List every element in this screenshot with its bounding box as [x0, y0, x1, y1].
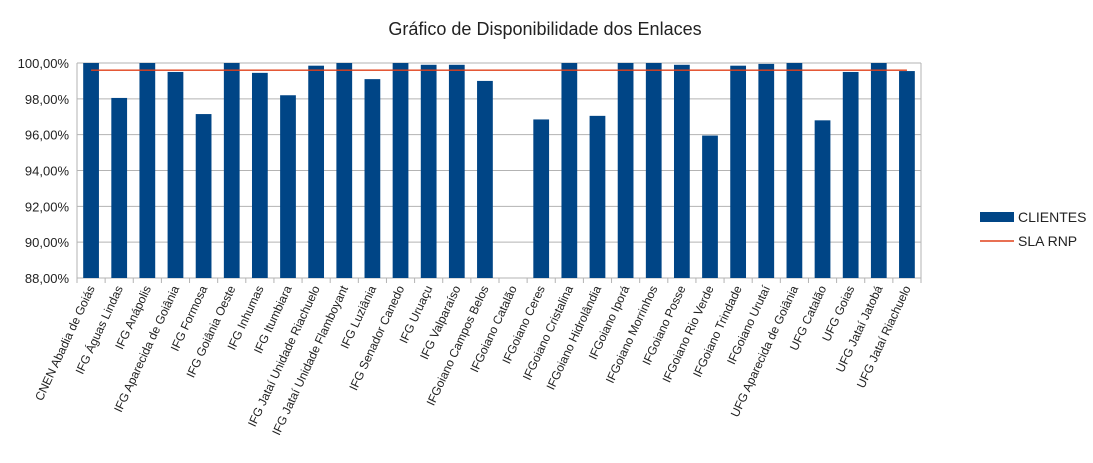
bar — [786, 63, 803, 278]
bar — [111, 97, 128, 278]
bar — [814, 120, 831, 278]
bar — [280, 95, 296, 278]
bar — [758, 63, 775, 279]
legend: CLIENTES SLA RNP — [980, 209, 1086, 249]
bars — [83, 63, 915, 279]
bar — [561, 63, 578, 278]
bar — [251, 72, 268, 279]
chart-title: Gráfico de Disponibilidade dos Enlaces — [388, 19, 701, 39]
legend-swatch-clientes — [980, 212, 1014, 222]
y-tick-label: 100,00% — [18, 56, 70, 71]
bar — [533, 119, 550, 278]
bar — [336, 63, 353, 278]
bar — [392, 63, 409, 278]
bar — [83, 63, 99, 278]
bar — [617, 63, 634, 278]
y-tick-label: 96,00% — [25, 128, 70, 143]
bar — [645, 63, 662, 278]
y-tick-label: 98,00% — [25, 92, 70, 107]
bar — [420, 64, 437, 279]
y-tick-label: 94,00% — [25, 164, 70, 179]
gridlines — [76, 62, 922, 283]
y-tick-label: 92,00% — [25, 199, 70, 214]
bar — [673, 64, 690, 279]
bar — [899, 71, 915, 278]
legend-label-clientes: CLIENTES — [1018, 209, 1086, 225]
bar — [842, 71, 859, 278]
bar — [308, 65, 325, 278]
bar — [477, 80, 493, 279]
y-tick-label: 90,00% — [25, 235, 70, 250]
bar — [364, 79, 381, 278]
bar — [589, 115, 606, 279]
bar — [223, 63, 240, 278]
y-tick-label: 88,00% — [25, 271, 70, 286]
bar — [167, 71, 184, 278]
bar — [870, 63, 887, 278]
bar — [730, 65, 747, 278]
bar — [448, 64, 465, 279]
bar — [139, 63, 156, 278]
bar — [195, 114, 212, 278]
legend-label-sla-rnp: SLA RNP — [1018, 233, 1077, 249]
bar — [702, 135, 718, 278]
y-axis-tick-labels: 88,00% 90,00% 92,00% 94,00% 96,00% 98,00% 100,… — [18, 56, 70, 286]
